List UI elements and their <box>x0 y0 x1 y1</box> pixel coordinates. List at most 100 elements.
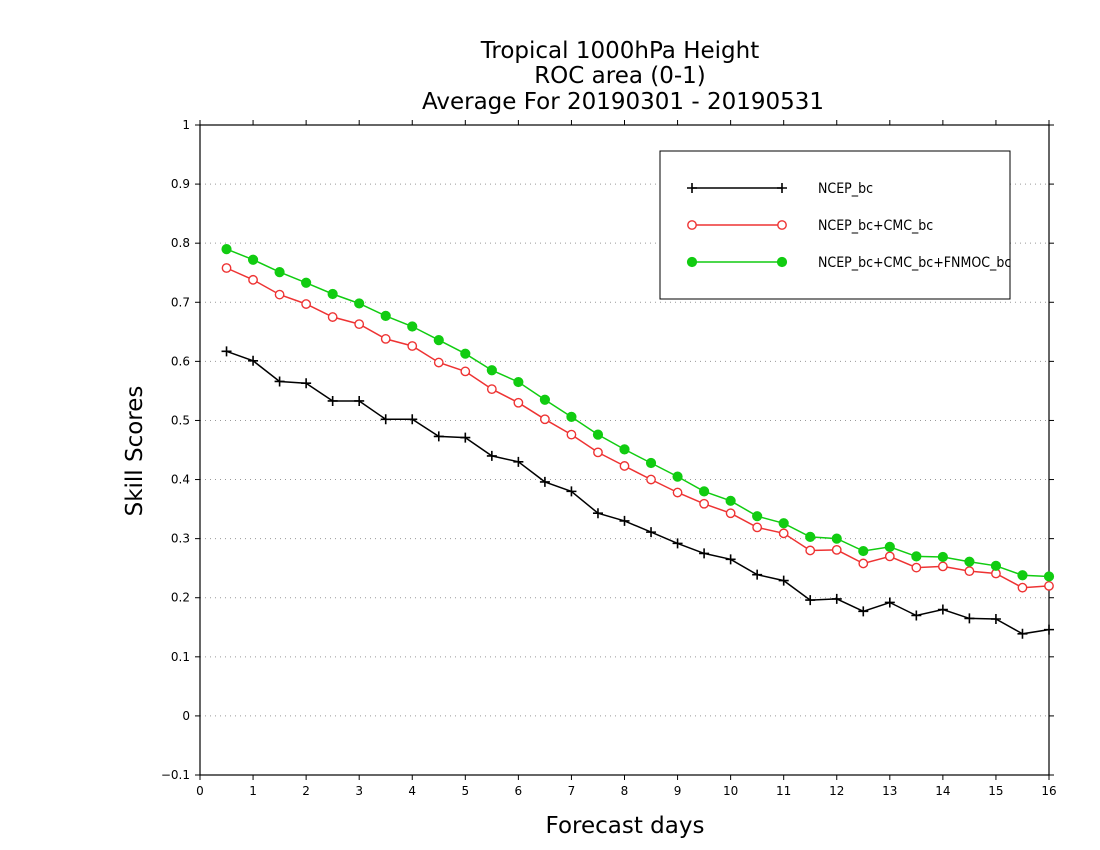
y-tick-label: 0.2 <box>171 591 190 605</box>
data-point <box>1043 571 1055 582</box>
axes: −0.100.10.20.30.40.50.60.70.80.910 1 2 3 4 5 6… <box>161 118 1057 798</box>
data-point <box>274 289 285 300</box>
data-point <box>725 508 736 519</box>
data-point <box>380 334 391 344</box>
y-tick-label: 0.4 <box>171 473 190 487</box>
x-tick-label: 8 <box>621 784 629 798</box>
series-line <box>226 267 1050 589</box>
data-point <box>831 593 842 604</box>
y-tick-label: 0.6 <box>171 354 190 368</box>
data-point <box>566 429 577 440</box>
data-point <box>327 395 338 406</box>
data-point <box>247 254 259 265</box>
data-point <box>752 511 763 522</box>
data-point <box>619 515 630 526</box>
data-point <box>858 545 869 557</box>
legend-marker <box>687 220 697 230</box>
data-point <box>1017 570 1028 581</box>
x-tick-label: 12 <box>829 784 844 798</box>
data-point <box>460 366 471 377</box>
data-point <box>539 476 550 487</box>
data-point <box>672 538 683 549</box>
data-point <box>486 384 497 395</box>
data-point <box>672 487 683 498</box>
data-point <box>990 560 1002 571</box>
data-point <box>831 533 842 544</box>
data-point <box>699 548 710 559</box>
data-point <box>698 486 710 497</box>
legend-marker <box>776 256 788 268</box>
data-point <box>990 614 1001 624</box>
data-point <box>566 486 577 497</box>
data-point <box>911 551 922 562</box>
data-point <box>725 554 736 565</box>
data-point <box>380 310 391 321</box>
data-point <box>699 498 709 509</box>
y-tick-label: 1 <box>182 118 190 132</box>
data-point <box>964 613 975 624</box>
data-point <box>354 319 365 330</box>
data-point <box>805 545 816 556</box>
data-point <box>433 357 444 368</box>
data-point <box>778 528 789 539</box>
data-point <box>725 495 736 506</box>
data-point <box>646 474 656 485</box>
data-point <box>221 243 232 255</box>
data-point <box>513 456 524 467</box>
data-point <box>539 394 551 405</box>
data-point <box>964 566 975 577</box>
data-point <box>911 562 922 573</box>
legend-label: NCEP_bc+CMC_bc+FNMOC_bc <box>818 255 1011 271</box>
data-point <box>619 461 630 471</box>
x-tick-label: 2 <box>302 784 310 798</box>
data-point <box>274 376 285 387</box>
data-point <box>831 544 842 555</box>
data-point <box>858 558 869 569</box>
x-tick-label: 10 <box>723 784 738 798</box>
data-point <box>884 541 895 553</box>
legend-marker <box>777 220 787 230</box>
x-tick-label: 13 <box>882 784 897 798</box>
data-point <box>354 395 365 406</box>
x-tick-label: 4 <box>408 784 416 798</box>
data-point <box>486 365 497 376</box>
data-point <box>884 597 895 608</box>
y-tick-label: 0 <box>182 709 190 723</box>
data-point <box>592 429 604 440</box>
data-point <box>805 531 816 542</box>
data-point <box>566 411 577 423</box>
series-ncep-bc-cmc-bc-fnmoc-bc <box>221 243 1055 582</box>
data-point <box>1044 624 1054 635</box>
data-point <box>433 431 444 442</box>
data-point <box>964 556 975 567</box>
series-ncep-bc-cmc-bc <box>221 263 1054 593</box>
data-point <box>407 414 418 425</box>
data-point <box>274 267 285 278</box>
data-point <box>593 447 603 458</box>
y-tick-label: 0.5 <box>171 413 190 427</box>
data-point <box>380 414 391 425</box>
data-point <box>937 561 948 572</box>
x-tick-label: 7 <box>568 784 576 798</box>
data-point <box>407 341 418 351</box>
data-point <box>1017 582 1028 593</box>
data-point <box>327 288 338 300</box>
data-point <box>248 274 258 285</box>
data-point <box>301 299 312 309</box>
data-point <box>752 569 763 580</box>
y-tick-label: 0.7 <box>171 295 190 309</box>
data-point <box>433 334 444 346</box>
x-tick-label: 11 <box>776 784 791 798</box>
legend-label: NCEP_bc+CMC_bc <box>818 218 933 234</box>
data-point <box>778 575 789 586</box>
y-tick-label: 0.8 <box>171 236 190 250</box>
x-tick-label: 9 <box>674 784 682 798</box>
x-axis-label: Forecast days <box>546 813 705 839</box>
data-point <box>301 378 312 389</box>
legend-label: NCEP_bc <box>818 181 873 197</box>
data-point <box>221 346 232 357</box>
data-point <box>646 527 657 538</box>
data-point <box>937 604 948 615</box>
data-point <box>248 355 259 366</box>
